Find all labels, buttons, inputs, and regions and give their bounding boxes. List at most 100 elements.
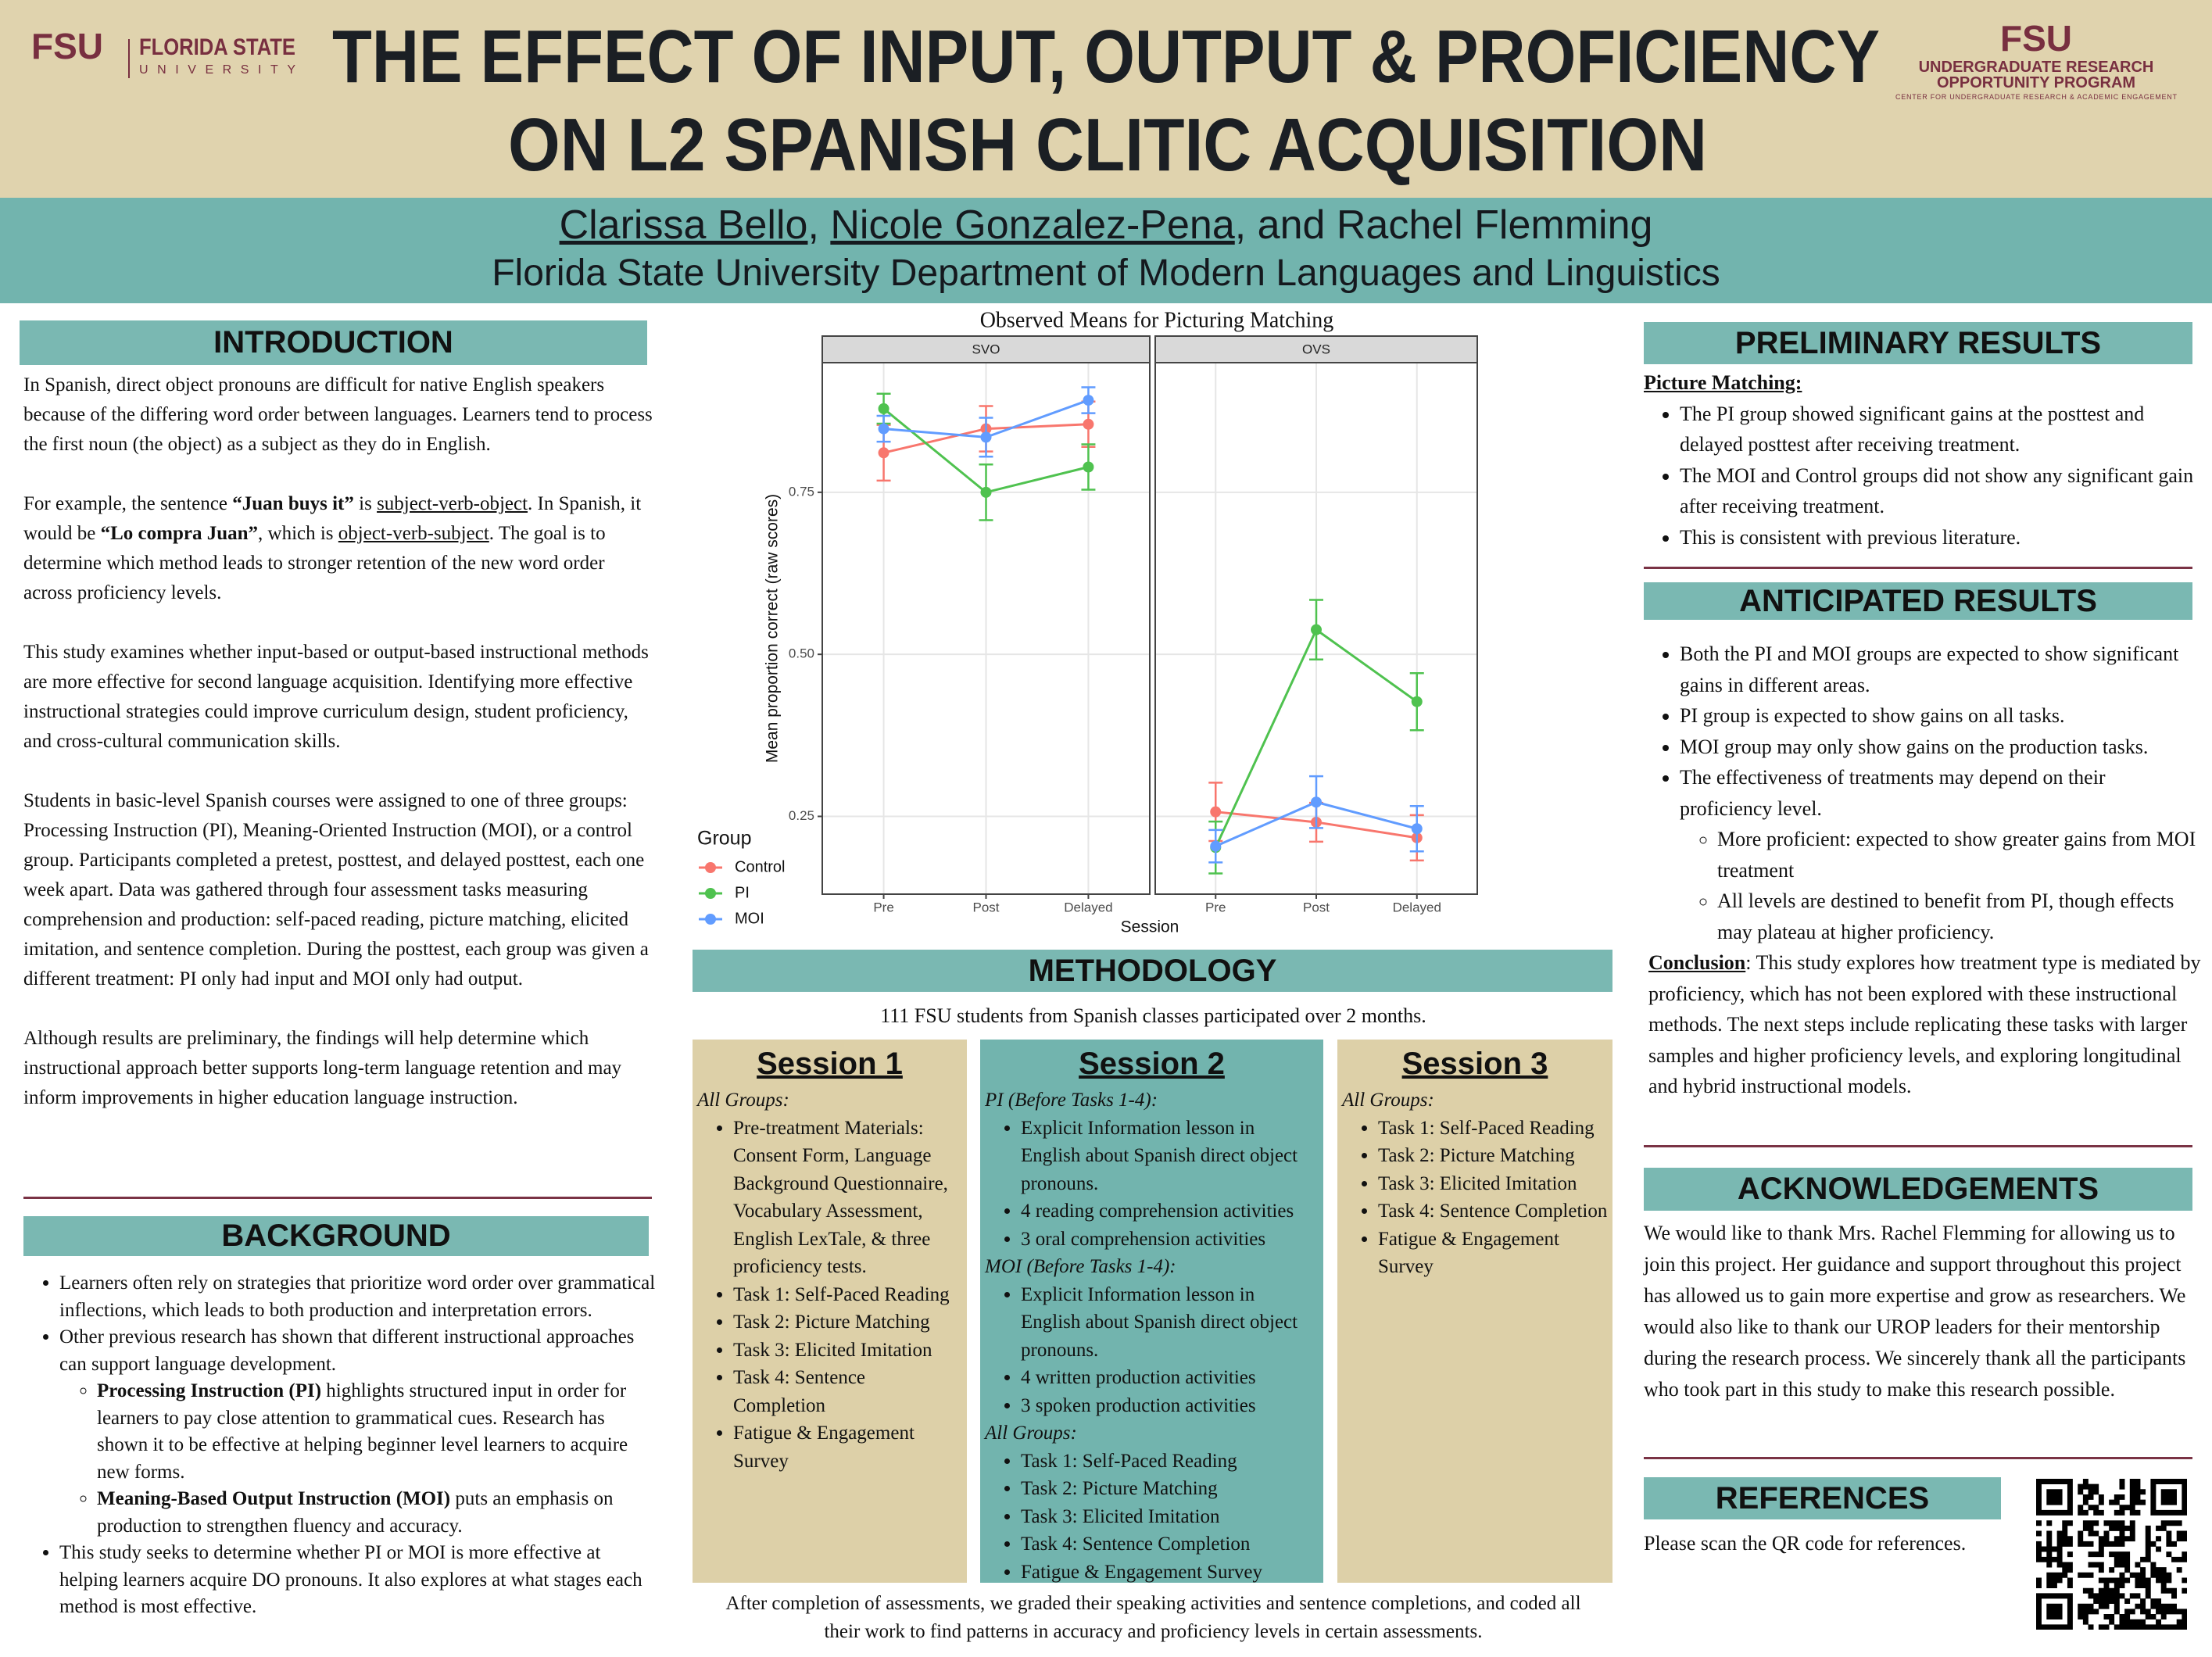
bullet: Task 2: Picture Matching xyxy=(733,1308,962,1337)
text-run: For example, the sentence xyxy=(23,493,233,514)
bullet: Task 2: Picture Matching xyxy=(1021,1475,1319,1503)
bullet-list: Learners often rely on strategies that p… xyxy=(23,1270,657,1621)
bullet: Fatigue & Engagement Survey xyxy=(1378,1226,1608,1281)
strip xyxy=(821,335,1151,363)
bullet: Explicit Information lesson in English a… xyxy=(1021,1115,1319,1198)
bullet: All levels are destined to benefit from … xyxy=(1717,886,2203,947)
point xyxy=(980,486,992,498)
fsu-logo: FSU xyxy=(31,26,103,66)
text-run: , which is xyxy=(258,523,338,544)
text-run: . In Spanish, it would be xyxy=(23,493,642,544)
bullet: Other previous research has shown that d… xyxy=(59,1324,657,1540)
text-run: object-verb-subject xyxy=(338,523,489,544)
legend-marker xyxy=(705,888,716,899)
bullet: 4 written production activities xyxy=(1021,1364,1319,1392)
x-tick-label: Delayed xyxy=(1064,900,1112,914)
bullet: Explicit Information lesson in English a… xyxy=(1021,1281,1319,1365)
bullet: The PI group showed significant gains at… xyxy=(1680,399,2200,460)
chart-title: Observed Means for Picturing Matching xyxy=(980,308,1334,332)
bullet: This is consistent with previous literat… xyxy=(1680,522,2200,553)
divider xyxy=(1644,567,2192,569)
author-band xyxy=(0,198,2212,303)
y-tick-label: 0.25 xyxy=(789,808,814,823)
point xyxy=(1210,806,1222,818)
urop-name: UNDERGRADUATE RESEARCH xyxy=(1919,59,2154,76)
y-tick-label: 0.75 xyxy=(789,484,814,499)
paragraph: Although results are preliminary, the fi… xyxy=(23,1028,622,1108)
bullet: Fatigue & Engagement Survey xyxy=(733,1419,962,1475)
text-run: . The goal is to determine which method … xyxy=(23,523,606,603)
group-label: MOI (Before Tasks 1-4): xyxy=(985,1256,1176,1277)
separator: , xyxy=(807,202,831,248)
session-box: Session 1 All Groups: Pre-treatment Materi… xyxy=(693,1040,967,1583)
x-tick-label: Post xyxy=(1303,900,1330,914)
bullet-list: Task 1: Self-Paced ReadingTask 2: Pictur… xyxy=(985,1448,1319,1587)
bullet: Pre-treatment Materials: Consent Form, L… xyxy=(733,1115,962,1281)
y-axis-label: Mean proportion correct (raw scores) xyxy=(764,494,782,763)
bullet-list: Both the PI and MOI groups are expected … xyxy=(1644,639,2203,824)
section-heading: BACKGROUND xyxy=(23,1216,649,1256)
legend-label: MOI xyxy=(735,910,764,927)
strip xyxy=(1154,335,1478,363)
conclusion-label: Conclusion xyxy=(1648,951,1746,974)
bullet: Task 3: Elicited Imitation xyxy=(1378,1170,1608,1198)
bullet: Task 1: Self-Paced Reading xyxy=(1378,1115,1608,1143)
section-heading: ANTICIPATED RESULTS xyxy=(1644,582,2192,620)
sub-text: highlights structured input in order for… xyxy=(97,1380,628,1483)
strip-label: SVO xyxy=(972,342,1000,356)
bullet: 4 reading comprehension activities xyxy=(1021,1197,1319,1226)
point xyxy=(1411,696,1423,707)
x-tick-label: Post xyxy=(972,900,999,914)
authors: Clarissa Bello, Nicole Gonzalez-Pena, an… xyxy=(0,202,2212,249)
point xyxy=(878,447,889,459)
group-label: All Groups: xyxy=(1342,1090,1434,1111)
affiliation: Florida State University Department of M… xyxy=(492,252,1720,294)
bullet: Learners often rely on strategies that p… xyxy=(59,1270,657,1324)
methodology-intro: 111 FSU students from Spanish classes pa… xyxy=(880,1004,1426,1027)
conclusion-text: : This study explores how treatment type… xyxy=(1648,951,2201,1097)
bullet: Task 1: Self-Paced Reading xyxy=(733,1281,962,1309)
session-box: Session 3 All Groups: Task 1: Self-Paced R… xyxy=(1337,1040,1612,1583)
section-heading: PRELIMINARY RESULTS xyxy=(1644,322,2192,364)
sub-bullet: Meaning-Based Output Instruction (MOI) p… xyxy=(97,1486,657,1540)
legend-marker xyxy=(705,914,716,925)
fsu-name: FLORIDA STATE xyxy=(139,34,295,60)
bullet-list: Explicit Information lesson in English a… xyxy=(985,1115,1319,1254)
x-axis-label: Session xyxy=(1121,918,1179,936)
bullet-list: Pre-treatment Materials: Consent Form, L… xyxy=(697,1115,962,1476)
qr-modules xyxy=(2036,1479,2187,1630)
qr-code xyxy=(2036,1479,2187,1630)
bullet: 3 spoken production activities xyxy=(1021,1392,1319,1420)
y-tick-label: 0.50 xyxy=(789,646,814,661)
bullet: Task 3: Elicited Imitation xyxy=(733,1337,962,1365)
bullet-list: Task 1: Self-Paced ReadingTask 2: Pictur… xyxy=(1342,1115,1608,1281)
point xyxy=(1311,796,1322,808)
bullet: Both the PI and MOI groups are expected … xyxy=(1680,639,2203,700)
strip-label: OVS xyxy=(1302,342,1330,356)
fsu-sub: UNIVERSITY xyxy=(139,63,295,77)
point xyxy=(980,431,992,443)
group-label: All Groups: xyxy=(697,1090,789,1111)
sub-bullet: Processing Instruction (PI) highlights s… xyxy=(97,1378,657,1486)
bullet: This study seeks to determine whether PI… xyxy=(59,1540,657,1621)
bullet: Task 3: Elicited Imitation xyxy=(1021,1503,1319,1531)
term: Meaning-Based Output Instruction (MOI) xyxy=(97,1488,451,1509)
subheading: Picture Matching: xyxy=(1644,371,1802,394)
conclusion: Conclusion: This study explores how trea… xyxy=(1644,947,2203,1102)
bullet: Task 4: Sentence Completion xyxy=(1021,1530,1319,1559)
references-text: Please scan the QR code for references. xyxy=(1644,1532,1967,1555)
urop-logo: FSU xyxy=(2000,18,2072,59)
point xyxy=(1210,840,1222,852)
legend-title: Group xyxy=(697,828,751,850)
header: FSU FLORIDA STATE UNIVERSITY THE EFFECT … xyxy=(31,15,2178,187)
divider xyxy=(1644,1145,2192,1147)
sub-list: More proficient: expected to show greate… xyxy=(1644,824,2203,947)
text-run: is xyxy=(353,493,378,514)
paragraph: This study examines whether input-based … xyxy=(23,642,649,752)
title-line: THE EFFECT OF INPUT, OUTPUT & PROFICIENC… xyxy=(332,15,1880,98)
bullet-list: Explicit Information lesson in English a… xyxy=(985,1281,1319,1420)
title-line: ON L2 SPANISH CLITIC ACQUISITION xyxy=(508,103,1707,187)
section-heading: METHODOLOGY xyxy=(693,950,1612,992)
header-band xyxy=(0,0,2212,198)
